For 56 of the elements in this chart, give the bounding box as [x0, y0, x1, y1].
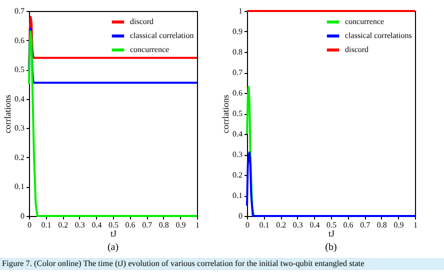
y-tick-label: 0.7 [14, 6, 24, 16]
x-tick-label: 0.7 [360, 220, 370, 230]
x-axis-title: tJ [328, 228, 335, 238]
y-tick-label: 0 [238, 212, 242, 220]
y-tick-label: 0.6 [14, 36, 24, 45]
x-tick-label: 0.3 [74, 220, 85, 230]
x-tick-label: 0.2 [58, 220, 68, 230]
y-tick-label: 0 [20, 212, 24, 220]
y-tick-label: 0.3 [14, 124, 24, 133]
y-tick-label: 0.7 [232, 68, 242, 77]
line-series [28, 30, 198, 217]
x-tick-label: 0.1 [41, 220, 52, 230]
x-tick-label: 0.6 [125, 220, 136, 230]
legend-label: discord [130, 17, 154, 26]
y-tick-label: 0.2 [14, 152, 24, 162]
text: (b) [325, 242, 337, 253]
line-series [246, 151, 416, 217]
y-tick-label: 0.5 [14, 65, 24, 74]
y-tick-label: 0.5 [232, 109, 242, 118]
y-axis-title: corrlations [220, 94, 230, 134]
y-tick-label: 0.3 [232, 150, 242, 159]
x-tick-label: 0.2 [276, 220, 286, 230]
x-tick-label: 0.3 [292, 220, 303, 230]
x-axis-title: tJ [110, 228, 117, 238]
x-tick-label: 0 [246, 220, 250, 230]
x-tick-label: 0.9 [176, 220, 186, 230]
y-tick-label: 1 [238, 6, 242, 16]
x-tick-label: 0.4 [310, 220, 320, 230]
x-tick-label: 0.5 [326, 220, 336, 230]
x-tick-label: 0.8 [376, 220, 387, 230]
x-tick-label: 0.7 [142, 220, 152, 230]
y-tick-label: 0.6 [232, 88, 242, 98]
legend-label: classical correlation [130, 31, 194, 40]
y-tick-label: 0.1 [232, 191, 242, 200]
caption: Figure 7. (Color online) The time (tJ) evolution of various correlation for the initial two-qubit entangled state [0, 258, 444, 270]
x-tick-label: 0.1 [259, 220, 270, 230]
y-tick-label: 0.2 [232, 170, 242, 180]
text: (a) [107, 242, 119, 253]
x-tick-label: 0.6 [343, 220, 354, 230]
legend-label: concurrence [345, 17, 385, 26]
legend-label: discord [345, 45, 369, 54]
y-tick-label: 0.4 [14, 94, 24, 104]
x-tick-label: 0.5 [108, 220, 118, 230]
y-tick-label: 0.4 [232, 130, 242, 138]
x-tick-label: 0 [28, 220, 32, 230]
y-axis-title: corrlations [2, 94, 12, 134]
x-tick-label: 0.4 [92, 220, 102, 230]
legend-label: concurrence [130, 45, 170, 54]
y-tick-label: 0.1 [14, 182, 24, 192]
x-tick-label: 1 [414, 220, 418, 230]
y-tick-label: 0.9 [232, 27, 242, 36]
legend-label: classical correlations [345, 31, 412, 40]
x-tick-label: 0.9 [394, 220, 404, 230]
y-tick-label: 0.8 [232, 48, 242, 56]
x-tick-label: 0.8 [158, 220, 169, 230]
x-tick-label: 1 [196, 220, 200, 230]
